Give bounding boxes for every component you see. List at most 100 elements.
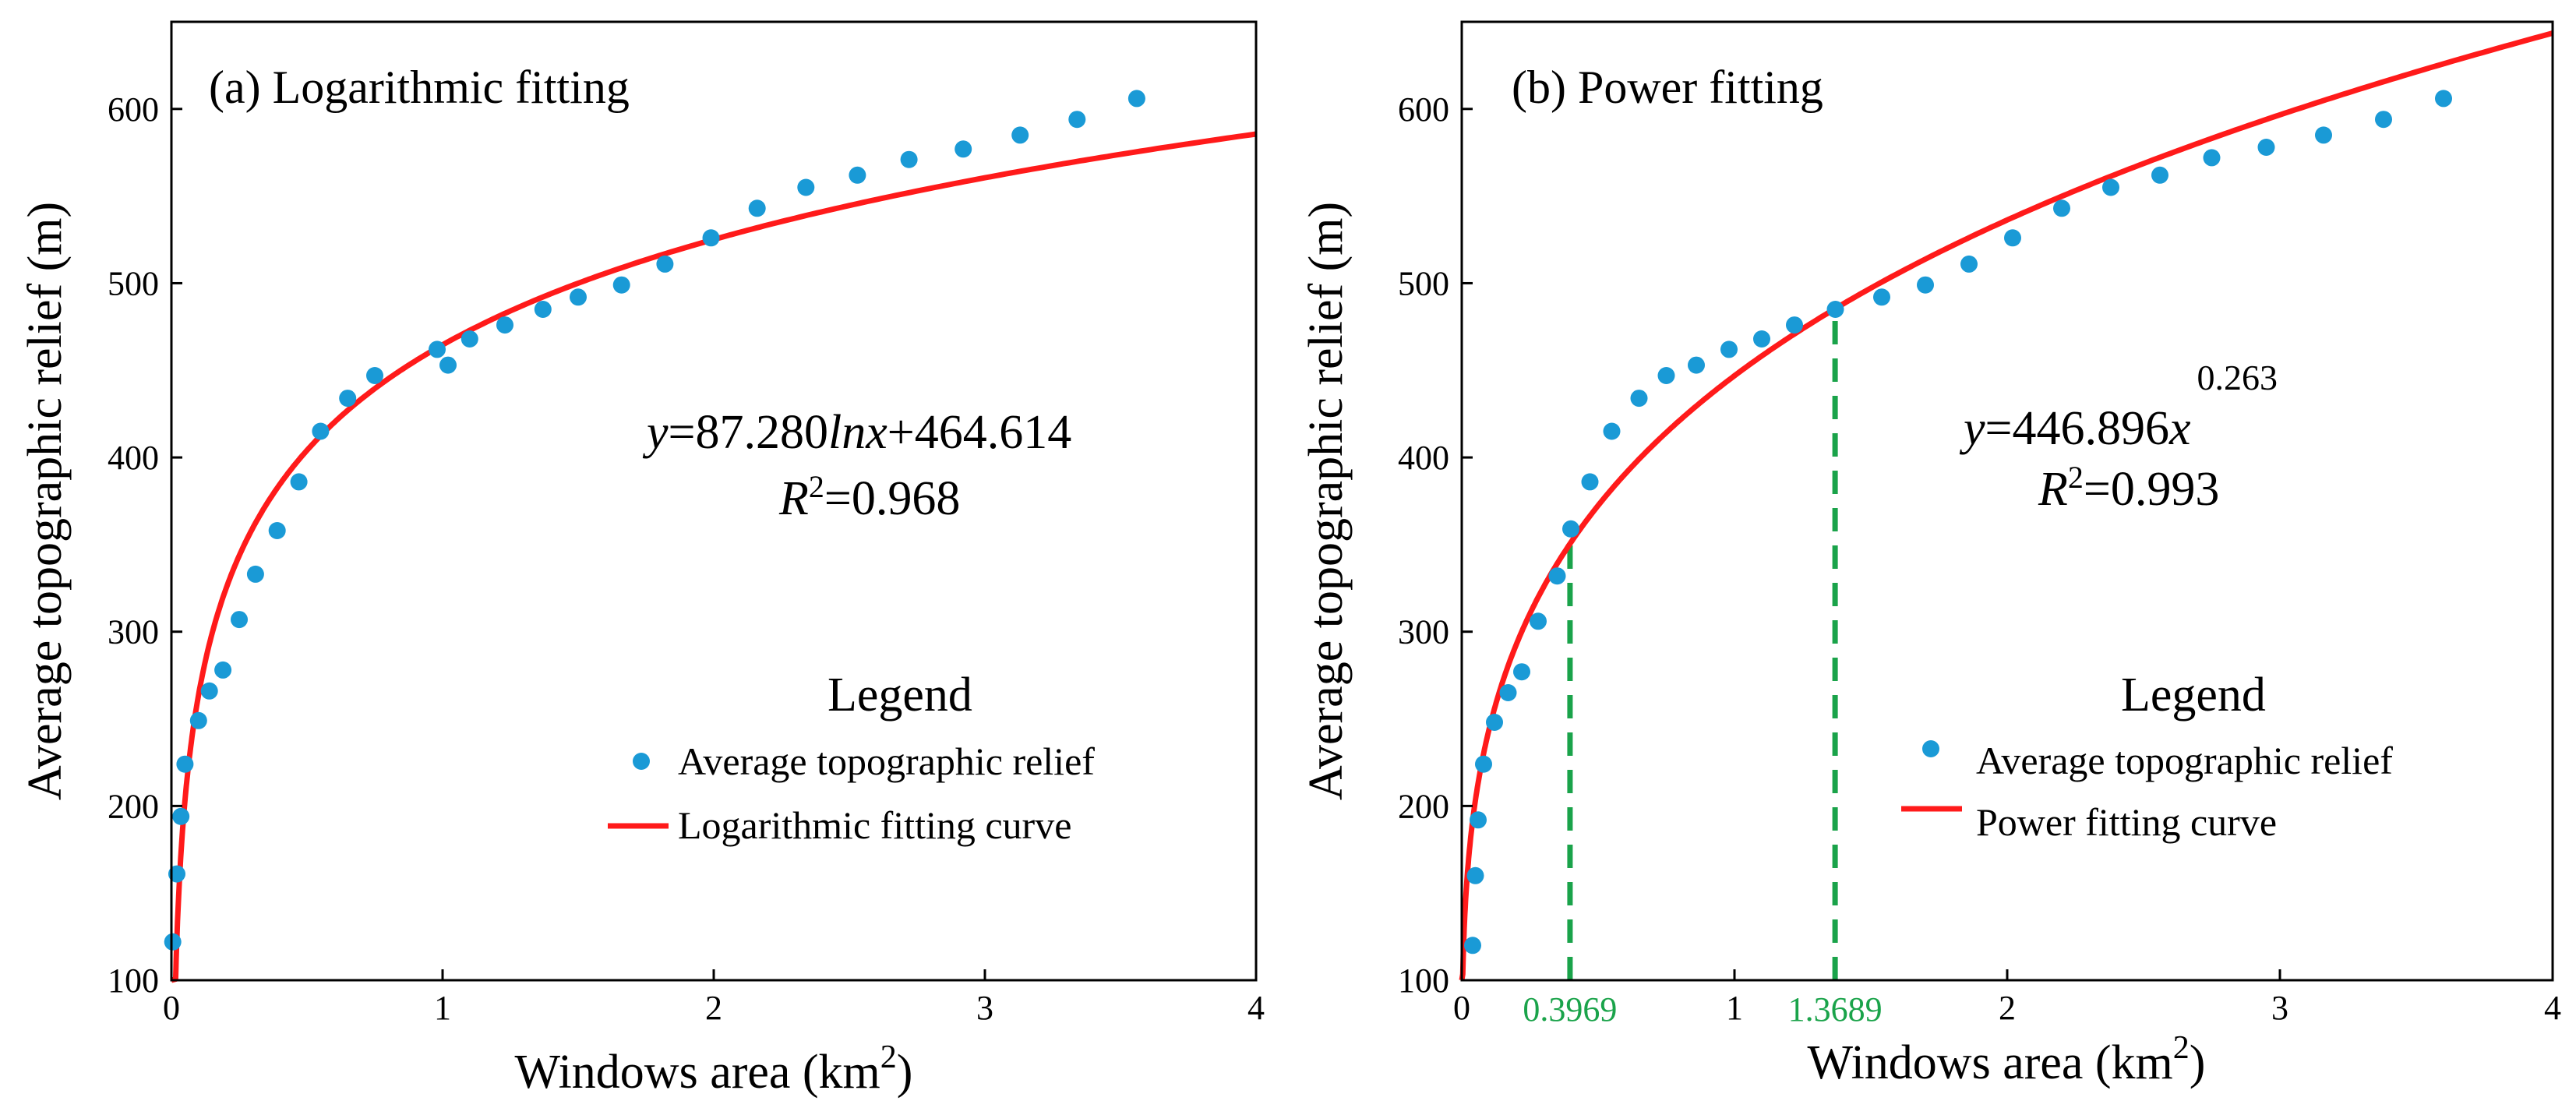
panel-a-data-point xyxy=(366,367,383,384)
panel-a-data-point xyxy=(246,565,264,583)
panel-b-legend-item-curve: Power fitting curve xyxy=(1976,800,2277,844)
panel-a-ylabel: Average topographic relief (m) xyxy=(19,202,72,800)
panel-b-data-point xyxy=(1548,567,1566,585)
panel-b-data-point xyxy=(2151,166,2168,184)
panel-a-xtick-label: 0 xyxy=(163,989,180,1027)
panel-b-data-point xyxy=(1499,684,1517,701)
r2-b-r: R xyxy=(2038,463,2068,516)
panel-a-legend-point-marker xyxy=(633,753,650,770)
panel-b-xlabel-main: Windows area (km xyxy=(1808,1036,2173,1089)
panel-a-xlabel-sup: 2 xyxy=(880,1039,897,1075)
r2-b-val: =0.993 xyxy=(2084,463,2219,516)
panel-b-xtick-label: 4 xyxy=(2544,989,2561,1027)
panel-b-data-point xyxy=(1486,714,1503,731)
panel-b-ytick-label: 300 xyxy=(1398,613,1449,651)
panel-a-legend-item-points: Average topographic relief xyxy=(678,739,1095,783)
panel-a-xtick-label: 1 xyxy=(434,989,451,1027)
panel-a-data-point xyxy=(461,330,478,348)
panel-a-legend-item-curve: Logarithmic fitting curve xyxy=(678,803,1071,847)
panel-b-data-point xyxy=(2102,178,2119,196)
panel-a-data-point xyxy=(439,356,457,374)
eq-a-coef: =87.280 xyxy=(669,406,828,459)
panel-b-marker-label: 0.3969 xyxy=(1523,990,1617,1029)
panel-b-xlabel: Windows area (km2) xyxy=(1808,1030,2206,1089)
eq-b-y: y xyxy=(1959,402,1985,455)
panel-a-r2: R2=0.968 xyxy=(778,469,960,525)
panel-b-data-point xyxy=(2053,199,2070,217)
panel-b-legend-title: Legend xyxy=(2121,669,2266,722)
panel-a-data-point xyxy=(748,199,766,217)
panel-a-marks xyxy=(164,90,1257,983)
panel-b-data-point xyxy=(1873,288,1890,306)
panel-b-fit-curve xyxy=(1459,30,2553,981)
panel-b-data-point xyxy=(1603,422,1621,440)
panel-a-title: (a) Logarithmic fitting xyxy=(209,62,630,113)
panel-b-ytick-label: 100 xyxy=(1398,962,1449,1000)
panel-b-xtick-label: 2 xyxy=(1999,989,2016,1027)
panel-a-fit-curve xyxy=(171,131,1257,983)
panel-a-data-point xyxy=(900,150,918,168)
panel-a-data-point xyxy=(176,755,194,773)
panel-b-data-point xyxy=(1786,316,1803,334)
panel-a-ytick-label: 200 xyxy=(108,787,159,825)
panel-a-ytick-label: 400 xyxy=(108,439,159,477)
panel-b-data-point xyxy=(1562,520,1579,538)
panel-a-data-point xyxy=(231,611,248,629)
panel-a-data-point xyxy=(496,316,513,334)
panel-a-data-point xyxy=(702,229,720,247)
panel-b-data-point xyxy=(1513,663,1530,681)
panel-a-xlabel-main: Windows area (km xyxy=(515,1046,880,1099)
panel-a-data-point xyxy=(164,933,182,951)
panel-a-xtick-label: 4 xyxy=(1247,989,1265,1027)
panel-b-data-point xyxy=(1720,341,1738,358)
panel-a-data-point xyxy=(570,288,587,306)
panel-b-ytick-label: 500 xyxy=(1398,264,1449,302)
panel-b-xlabel-end: ) xyxy=(2190,1036,2206,1089)
panel-a-data-point xyxy=(172,807,190,825)
panel-b-data-point xyxy=(1475,755,1492,773)
panel-b-legend-item-points: Average topographic relief xyxy=(1976,739,2393,782)
panel-b-data-point xyxy=(1464,937,1481,955)
panel-a-data-point xyxy=(1011,126,1029,144)
panel-b-xtick-label: 3 xyxy=(2271,989,2288,1027)
panel-a-data-point xyxy=(797,178,815,196)
eq-b-exp: 0.263 xyxy=(2197,358,2278,397)
panel-a-data-point xyxy=(290,473,308,491)
panel-b-xlabel-sup: 2 xyxy=(2173,1030,2190,1066)
panel-a-data-point xyxy=(534,301,552,318)
panel-a-legend-title: Legend xyxy=(827,669,972,722)
panel-b-ylabel: Average topographic relief (m) xyxy=(1300,202,1353,800)
panel-b-data-point xyxy=(1917,276,1934,294)
panel-b-data-point xyxy=(1581,473,1599,491)
panel-a-data-point xyxy=(1068,111,1086,129)
panel-b-legend-point-marker xyxy=(1922,740,1939,757)
panel-a-data-point xyxy=(1127,90,1145,108)
r2-a-val: =0.968 xyxy=(824,472,960,525)
eq-b-x: x xyxy=(2168,402,2191,455)
panel-a-ytick-label: 500 xyxy=(108,264,159,302)
panel-b-r2: R2=0.993 xyxy=(2038,460,2219,516)
panel-a-data-point xyxy=(849,166,866,184)
panel-b-data-point xyxy=(1530,612,1547,630)
panel-b-ticks: 0 1 2 3 4 100 200 300 400 500 600 0.3969 1.3689 xyxy=(1398,90,2561,1029)
panel-a-ytick-label: 100 xyxy=(108,962,159,1000)
panel-b-data-point xyxy=(1470,811,1487,829)
panel-b-title: (b) Power fitting xyxy=(1512,62,1823,113)
panel-b-data-point xyxy=(1657,367,1675,384)
panel-b-xtick-label: 1 xyxy=(1726,989,1743,1027)
panel-b-data-point xyxy=(2315,126,2332,144)
r2-a-r: R xyxy=(778,472,809,525)
panel-b-marker-label: 1.3689 xyxy=(1788,990,1883,1029)
panel-a-data-point xyxy=(429,341,446,358)
eq-b-coef: =446.896 xyxy=(1985,402,2169,455)
panel-a-data-point xyxy=(339,390,357,408)
panel-a-data-point xyxy=(214,661,232,679)
panel-a-ticks: 0 1 2 3 4 100 200 300 400 500 600 xyxy=(108,90,1265,1027)
panel-b-ytick-label: 400 xyxy=(1398,439,1449,477)
panel-a-equation: y=87.280lnx+464.614 xyxy=(642,406,1071,459)
eq-a-y: y xyxy=(642,406,669,459)
panel-a-data-point xyxy=(200,682,218,700)
panel-b-data-point xyxy=(1960,255,1978,273)
